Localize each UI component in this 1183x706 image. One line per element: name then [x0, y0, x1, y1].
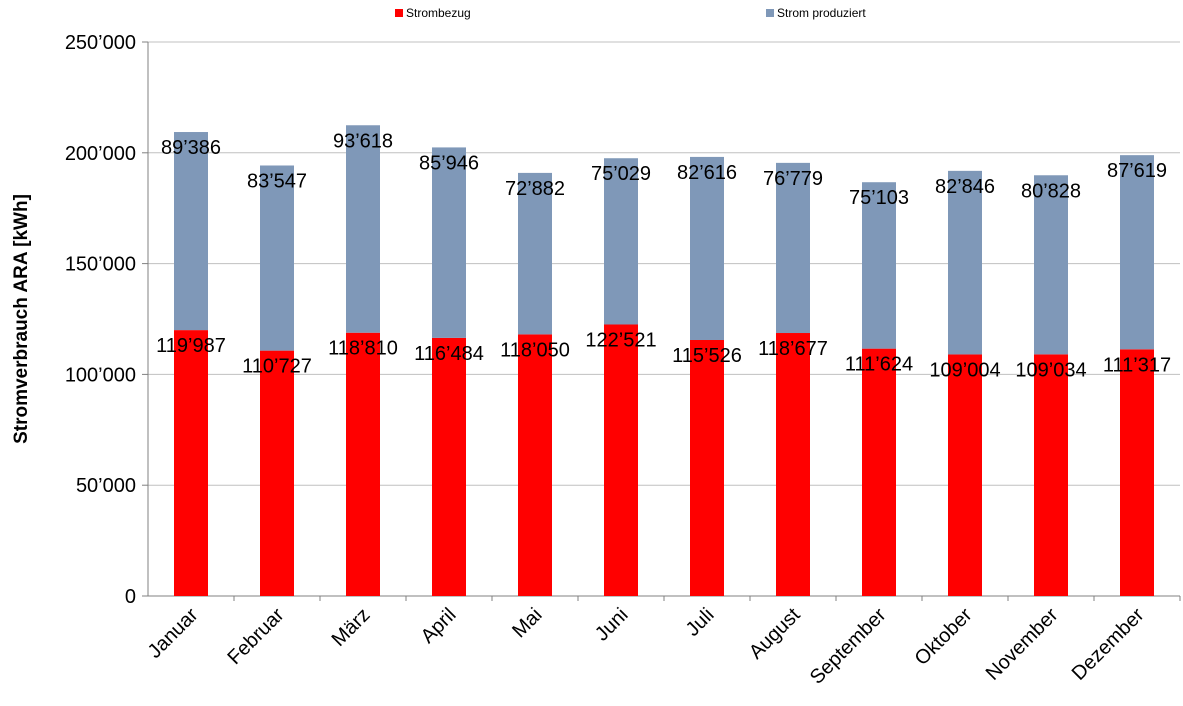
bar-strombezug	[432, 337, 466, 596]
bar-strombezug	[862, 348, 896, 596]
data-label-strom-produziert: 75’029	[591, 163, 651, 185]
data-label-strom-produziert: 93’618	[333, 130, 393, 152]
data-label-strom-produziert: 76’779	[763, 168, 823, 190]
data-label-strombezug: 111’317	[1103, 354, 1171, 376]
bar-strom-produziert	[432, 147, 466, 338]
legend-swatch-strombezug	[395, 9, 403, 17]
bar-strombezug	[776, 333, 810, 596]
y-tick-label: 100’000	[65, 364, 136, 386]
bar-strom-produziert	[1120, 155, 1154, 350]
bar-strom-produziert	[346, 125, 380, 333]
data-label-strom-produziert: 75’103	[849, 187, 909, 209]
legend-swatch-strom-produziert	[766, 9, 774, 17]
x-tick-label: September	[806, 604, 891, 689]
data-label-strombezug: 111’624	[845, 354, 913, 376]
legend-item-strombezug: Strombezug	[395, 6, 471, 20]
y-tick-label: 50’000	[76, 475, 136, 497]
data-label-strombezug: 122’521	[585, 329, 656, 351]
x-tick-label: August	[745, 604, 805, 664]
data-label-strombezug: 110’727	[242, 356, 312, 378]
bar-strombezug	[690, 339, 724, 596]
data-label-strom-produziert: 82’616	[677, 162, 737, 184]
bar-strombezug	[1120, 349, 1154, 596]
legend-item-strom-produziert: Strom produziert	[766, 6, 866, 20]
data-label-strom-produziert: 80’828	[1021, 180, 1081, 202]
x-tick-label: Mai	[508, 604, 546, 642]
x-tick-label: Januar	[144, 604, 203, 663]
data-label-strombezug: 118’677	[758, 338, 828, 360]
x-tick-label: April	[417, 604, 461, 648]
bar-strombezug	[604, 324, 638, 596]
y-tick-label: 250’000	[65, 32, 136, 54]
x-tick-label: Juni	[591, 604, 633, 646]
bar-strombezug	[346, 332, 380, 596]
data-label-strombezug: 119’987	[156, 335, 226, 357]
bar-strom-produziert	[604, 158, 638, 325]
data-label-strom-produziert: 72’882	[505, 178, 565, 200]
bar-strom-produziert	[518, 172, 552, 335]
data-label-strombezug: 109’034	[1015, 359, 1086, 381]
y-axis-title: Stromverbrauch ARA [kWh]	[11, 194, 32, 444]
data-label-strom-produziert: 87’619	[1107, 160, 1167, 182]
bar-strombezug	[174, 330, 208, 596]
x-tick-label: Oktober	[911, 604, 977, 670]
x-tick-label: Juli	[682, 604, 719, 641]
bar-strombezug	[518, 334, 552, 596]
y-tick-label: 200’000	[65, 143, 136, 165]
data-label-strombezug: 115’526	[672, 345, 742, 367]
x-tick-label: November	[982, 604, 1063, 685]
data-label-strom-produziert: 82’846	[935, 176, 995, 198]
bar-strom-produziert	[174, 132, 208, 331]
x-tick-label: Februar	[223, 604, 288, 669]
bar-strom-produziert	[776, 162, 810, 334]
bar-strombezug	[260, 350, 294, 596]
legend-label-strom-produziert: Strom produziert	[777, 6, 866, 20]
y-tick-label: 0	[125, 586, 136, 608]
data-label-strom-produziert: 89’386	[161, 137, 221, 159]
legend-label-strombezug: Strombezug	[406, 6, 471, 20]
data-label-strombezug: 118’050	[500, 339, 570, 361]
y-tick-label: 150’000	[65, 254, 136, 276]
x-tick-label: Dezember	[1068, 604, 1149, 685]
data-label-strombezug: 116’484	[414, 343, 484, 365]
bar-strom-produziert	[260, 165, 294, 351]
bar-strom-produziert	[690, 156, 724, 340]
data-label-strombezug: 109’004	[929, 359, 1000, 381]
data-label-strom-produziert: 85’946	[419, 152, 479, 174]
legend: Strombezug Strom produziert	[0, 6, 1183, 24]
bar-strom-produziert	[948, 170, 982, 355]
bar-strom-produziert	[1034, 175, 1068, 355]
data-label-strom-produziert: 83’547	[247, 170, 307, 192]
x-tick-label: März	[328, 604, 375, 651]
bar-strombezug	[1034, 354, 1068, 596]
bar-strombezug	[948, 354, 982, 596]
bar-strom-produziert	[862, 182, 896, 349]
data-label-strombezug: 118’810	[328, 338, 398, 360]
